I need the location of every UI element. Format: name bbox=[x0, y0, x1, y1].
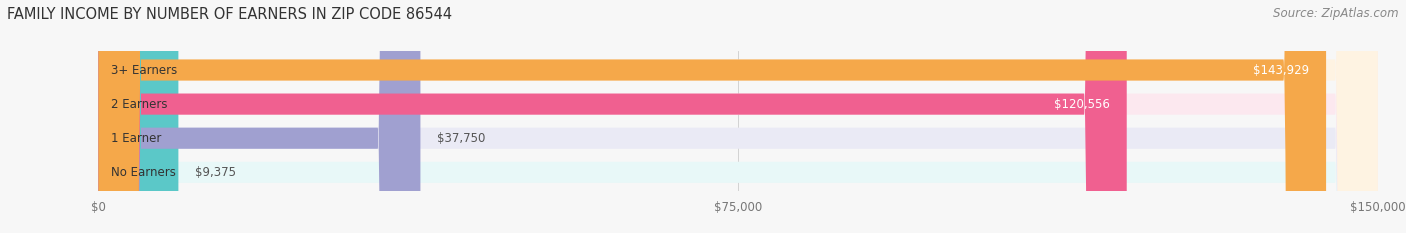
FancyBboxPatch shape bbox=[98, 0, 1126, 233]
FancyBboxPatch shape bbox=[98, 0, 1378, 233]
Text: Source: ZipAtlas.com: Source: ZipAtlas.com bbox=[1274, 7, 1399, 20]
Text: FAMILY INCOME BY NUMBER OF EARNERS IN ZIP CODE 86544: FAMILY INCOME BY NUMBER OF EARNERS IN ZI… bbox=[7, 7, 453, 22]
Text: $37,750: $37,750 bbox=[437, 132, 486, 145]
Text: $143,929: $143,929 bbox=[1253, 64, 1309, 76]
Text: No Earners: No Earners bbox=[111, 166, 176, 179]
FancyBboxPatch shape bbox=[98, 0, 1326, 233]
FancyBboxPatch shape bbox=[98, 0, 179, 233]
Text: 2 Earners: 2 Earners bbox=[111, 98, 167, 111]
Text: 3+ Earners: 3+ Earners bbox=[111, 64, 177, 76]
FancyBboxPatch shape bbox=[98, 0, 1378, 233]
FancyBboxPatch shape bbox=[98, 0, 420, 233]
FancyBboxPatch shape bbox=[98, 0, 1378, 233]
Text: $120,556: $120,556 bbox=[1053, 98, 1109, 111]
FancyBboxPatch shape bbox=[98, 0, 1378, 233]
Text: $9,375: $9,375 bbox=[195, 166, 236, 179]
Text: 1 Earner: 1 Earner bbox=[111, 132, 162, 145]
